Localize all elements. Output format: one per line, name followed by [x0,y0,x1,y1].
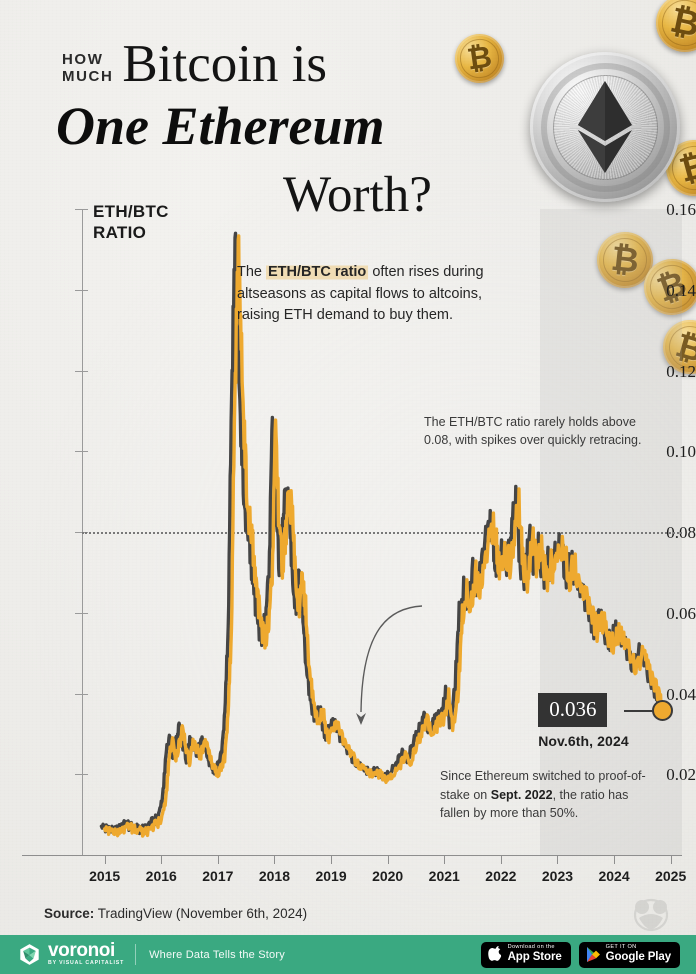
x-axis-tick-mark [500,855,502,864]
y-axis-tick-label: 0.02 [666,765,696,785]
annotation-proof-of-stake: Since Ethereum switched to proof-of-stak… [440,767,655,823]
x-axis-tick-label: 2024 [598,868,630,884]
ratio-line-series [99,231,664,838]
y-axis-title-line1: ETH/BTC [93,202,169,221]
x-axis-tick-mark [387,855,389,864]
ethereum-coin-icon [530,52,680,202]
y-axis-tick-mark [75,612,88,614]
x-axis-tick-mark [331,855,333,864]
y-axis-tick-label: 0.10 [666,442,696,462]
y-axis-tick-mark [75,289,88,291]
x-axis-tick-label: 2016 [145,868,177,884]
y-axis-tick-label: 0.16 [666,200,696,219]
x-axis-tick-label: 2023 [541,868,574,884]
callout-connector-line [624,709,657,712]
voronoi-logo[interactable]: voronoi BY VISUAL CAPITALIST [18,940,125,967]
x-axis-tick-mark [217,855,219,864]
annotation-arrow-icon [356,605,423,725]
voronoi-mark-icon [20,944,39,965]
x-axis-tick-label: 2017 [202,868,234,884]
x-axis-tick-label: 2022 [485,868,517,884]
y-axis-title-line2: RATIO [93,223,147,242]
last-value-callout: 0.036 Nov.6th, 2024 [538,692,674,749]
google-play-logo-icon [586,947,600,962]
x-axis-tick-label: 2020 [372,868,404,884]
callout-date-label: Nov.6th, 2024 [538,732,629,749]
annotation-pos-bold: Sept. 2022 [490,787,553,802]
y-axis-tick-mark [75,693,88,695]
x-axis-tick-mark [670,855,672,864]
source-line: Source: TradingView (November 6th, 2024) [44,906,307,921]
y-axis-tick-label: 0.14 [666,280,696,300]
voronoi-wordmark: voronoi [48,940,115,961]
app-store-small-label: Download on the [507,944,555,951]
footer-divider [135,944,137,965]
y-axis-tick-mark [75,532,88,533]
ratio-line [102,234,664,838]
annotation-pos-part1: Since Ethereum switched to proof-of-stak… [440,769,646,802]
callout-value-badge: 0.036 [538,692,608,727]
x-axis-tick-mark [161,855,163,864]
footer-bar: voronoi BY VISUAL CAPITALIST Where Data … [0,935,696,974]
annotation-altseason-rest: often rises during altseasons as capital… [237,264,484,323]
y-axis-title: ETH/BTC RATIO [93,201,169,243]
google-play-big-label: Google Play [605,951,671,964]
x-axis-tick-label: 2019 [315,868,347,884]
visual-capitalist-watermark-icon [633,898,669,932]
app-store-big-label: App Store [507,951,562,964]
x-axis-line [22,855,682,856]
ethereum-logo-icon [578,81,632,173]
footer-tagline: Where Data Tells the Story [149,948,285,961]
title-kicker-line2: MUCH [62,68,114,85]
x-axis-tick-label: 2018 [258,868,291,884]
y-axis-tick-mark [75,451,88,453]
annotation-pos-part2: , the ratio has fallen by more than 50%. [440,787,629,821]
annotation-altseason: The ETH/BTC ratio often rises during alt… [237,262,505,327]
x-axis-tick-mark [104,855,106,864]
y-axis-tick-label: 0.12 [666,361,696,381]
title-kicker: HOW MUCH [62,51,113,91]
google-play-badge[interactable]: GET IT ON Google Play [578,941,680,968]
title-line-2: One Ethereum [56,96,385,156]
title-line-1: Bitcoin is [122,35,328,93]
x-axis-tick-label: 2021 [428,868,460,884]
y-axis-tick-mark [75,209,88,210]
x-axis-tick-label: 2025 [655,868,687,884]
x-axis-tick-mark [274,855,276,864]
annotation-altseason-prefix: The [237,264,267,280]
source-text: TradingView (November 6th, 2024) [97,906,308,921]
threshold-line-008 [82,532,682,534]
google-play-small-label: GET IT ON [605,944,637,951]
store-badges: Download on the App Store GET IT ON Goog… [480,941,680,968]
bitcoin-coin-icon: ₿ [650,0,696,58]
last-data-point-marker [652,699,674,721]
app-store-badge[interactable]: Download on the App Store [480,941,571,968]
x-axis-tick-mark [444,855,446,864]
title-kicker-line1: HOW [62,51,104,68]
y-axis-tick-mark [75,774,88,776]
x-axis-tick-mark [557,855,559,864]
annotation-threshold: The ETH/BTC ratio rarely holds above 0.0… [424,415,642,447]
apple-logo-icon [487,945,501,961]
source-label: Source: [44,906,95,921]
y-axis-tick-mark [75,370,88,372]
bitcoin-coin-icon: ₿ [451,30,508,87]
voronoi-subbrand: BY VISUAL CAPITALIST [48,960,125,966]
y-axis-tick-label: 0.06 [666,603,696,623]
x-axis-tick-mark [614,855,616,864]
y-axis-tick-label: 0.04 [666,684,696,704]
title-line-3: Worth? [283,167,432,223]
x-axis-tick-label: 2015 [89,868,121,884]
annotation-altseason-highlight: ETH/BTC ratio [266,264,369,280]
